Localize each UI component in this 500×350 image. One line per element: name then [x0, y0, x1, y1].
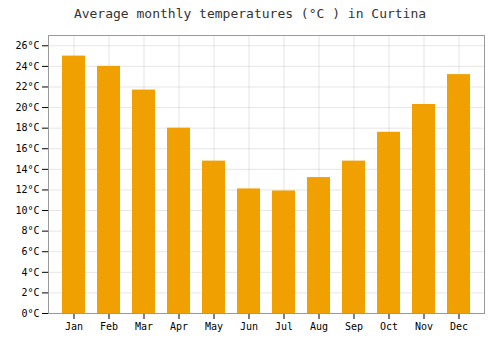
svg-text:Jan: Jan [65, 321, 83, 332]
svg-text:Dec: Dec [450, 321, 468, 332]
svg-text:Oct: Oct [380, 321, 398, 332]
svg-text:22°C: 22°C [15, 81, 39, 92]
svg-text:24°C: 24°C [15, 61, 39, 72]
svg-text:Nov: Nov [415, 321, 433, 332]
svg-text:20°C: 20°C [15, 102, 39, 113]
svg-text:Sep: Sep [345, 321, 363, 332]
svg-text:Jul: Jul [275, 321, 293, 332]
svg-text:6°C: 6°C [21, 246, 39, 257]
svg-text:Jun: Jun [240, 321, 258, 332]
svg-text:8°C: 8°C [21, 225, 39, 236]
html-text:Average monthly temperatures (: Average monthly temperatures (°C ) in Cu… [73, 6, 427, 21]
svg-text:16°C: 16°C [15, 143, 39, 154]
svg-text:14°C: 14°C [15, 164, 39, 175]
svg-text:2°C: 2°C [21, 287, 39, 298]
svg-text:Aug: Aug [310, 321, 328, 332]
svg-text:May: May [205, 321, 223, 332]
svg-text:26°C: 26°C [15, 40, 39, 51]
svg-text:18°C: 18°C [15, 122, 39, 133]
svg-text:12°C: 12°C [15, 184, 39, 195]
svg-text:Mar: Mar [135, 321, 153, 332]
svg-text:Apr: Apr [170, 321, 188, 332]
svg-text:Feb: Feb [100, 321, 118, 332]
svg-text:10°C: 10°C [15, 205, 39, 216]
svg-text:0°C: 0°C [21, 308, 39, 319]
svg-text:4°C: 4°C [21, 267, 39, 278]
